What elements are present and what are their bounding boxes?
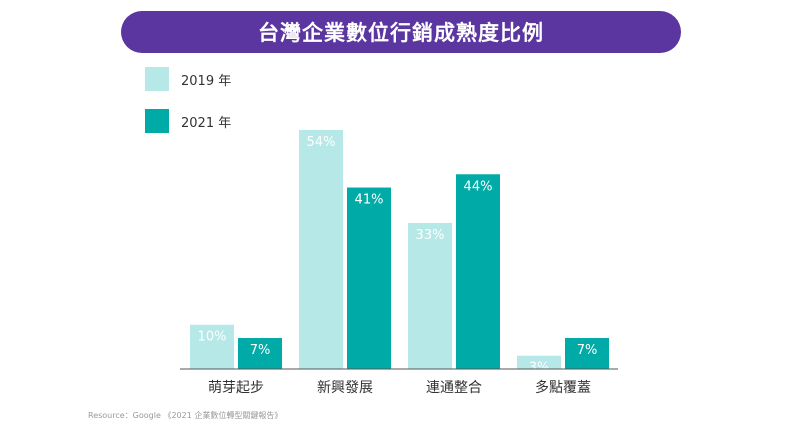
legend-label-2021: 2021 年: [181, 115, 232, 131]
bar-2019-0: [190, 324, 234, 369]
category-label-2: 連通整合: [426, 380, 482, 396]
legend-swatch-2019: [145, 67, 169, 91]
legend: 2019 年 2021 年: [145, 67, 231, 151]
data-label-2019-1: 54%: [307, 135, 336, 150]
legend-item-2021: 2021 年: [145, 109, 231, 133]
bar-2021-0: [238, 338, 282, 369]
data-label-2019-3: 3%: [529, 361, 550, 376]
data-label-2019-2: 33%: [416, 228, 445, 243]
data-label-2021-2: 44%: [464, 179, 493, 194]
bar-2021-2: [456, 174, 500, 369]
legend-label-2019: 2019 年: [181, 73, 232, 89]
bar-2019-1: [299, 130, 343, 369]
data-label-2021-3: 7%: [577, 343, 598, 358]
data-label-2019-0: 10%: [198, 330, 227, 345]
bar-2019-3: [517, 355, 561, 369]
category-label-0: 萌芽起步: [208, 380, 264, 396]
category-label-1: 新興發展: [317, 380, 373, 396]
bar-2021-3: [565, 338, 609, 369]
source-note: Resource：Google 《2021 企業數位轉型關鍵報告》: [88, 411, 283, 420]
legend-swatch-2021: [145, 109, 169, 133]
bar-2021-1: [347, 187, 391, 369]
data-label-2021-1: 41%: [355, 193, 384, 208]
legend-item-2019: 2019 年: [145, 67, 231, 91]
bar-2019-2: [408, 222, 452, 369]
data-label-2021-0: 7%: [250, 343, 271, 358]
chart-title: 台灣企業數位行銷成熟度比例: [121, 11, 681, 53]
category-label-3: 多點覆蓋: [535, 379, 591, 396]
